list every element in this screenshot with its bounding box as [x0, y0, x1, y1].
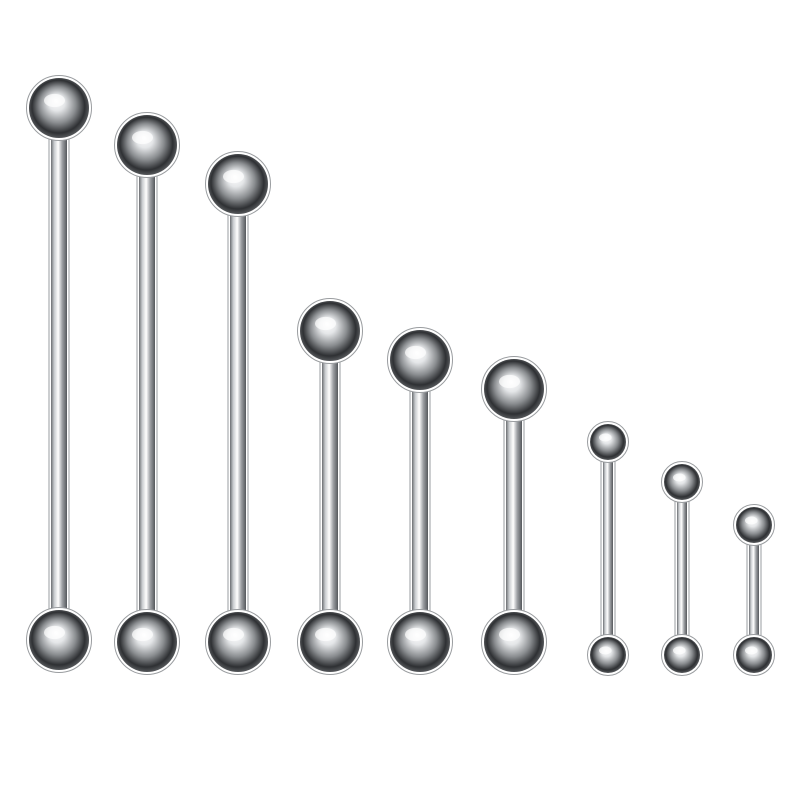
rod	[677, 482, 687, 655]
rod	[230, 184, 246, 642]
rod	[139, 145, 155, 642]
ball	[484, 359, 544, 419]
ball	[29, 610, 89, 670]
ball-highlight	[223, 169, 244, 184]
rod	[506, 389, 522, 642]
ball	[208, 612, 268, 672]
ball	[664, 464, 700, 500]
ball-highlight	[499, 627, 520, 642]
rod	[749, 525, 759, 655]
ball	[736, 637, 772, 673]
rod	[322, 331, 338, 642]
ball-highlight	[405, 627, 426, 642]
ball-highlight	[499, 374, 520, 389]
ball	[300, 612, 360, 672]
ball-highlight	[132, 130, 153, 145]
ball-highlight	[599, 433, 612, 442]
ball	[664, 637, 700, 673]
ball-highlight	[673, 473, 686, 482]
ball-highlight	[673, 646, 686, 655]
ball-highlight	[223, 627, 244, 642]
ball-highlight	[315, 627, 336, 642]
ball	[484, 612, 544, 672]
ball	[390, 330, 450, 390]
ball	[117, 612, 177, 672]
ball-highlight	[745, 516, 758, 525]
ball	[117, 115, 177, 175]
ball-highlight	[745, 646, 758, 655]
ball-highlight	[132, 627, 153, 642]
ball	[390, 612, 450, 672]
ball-highlight	[44, 625, 65, 640]
ball	[29, 78, 89, 138]
ball-highlight	[315, 316, 336, 331]
rod	[603, 442, 613, 655]
ball	[300, 301, 360, 361]
ball	[736, 507, 772, 543]
ball-highlight	[405, 345, 426, 360]
rod	[412, 360, 428, 642]
ball	[590, 424, 626, 460]
ball-highlight	[44, 93, 65, 108]
ball-highlight	[599, 646, 612, 655]
ball	[208, 154, 268, 214]
rod	[51, 108, 67, 640]
ball	[590, 637, 626, 673]
